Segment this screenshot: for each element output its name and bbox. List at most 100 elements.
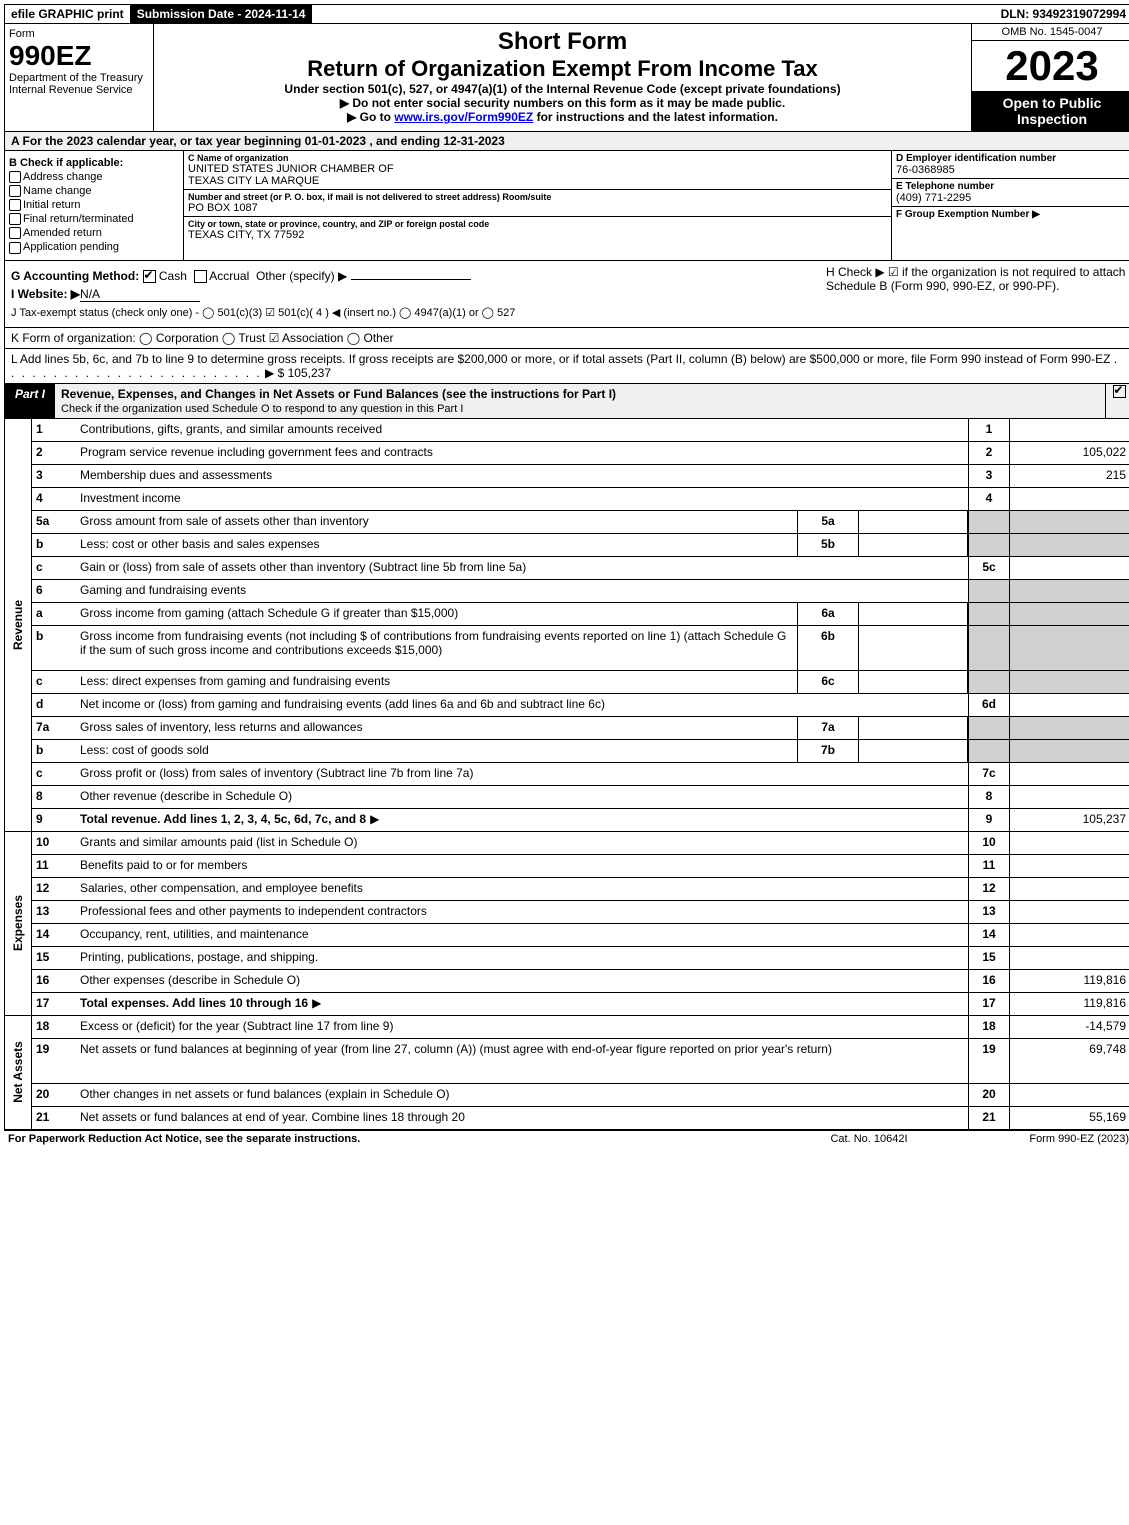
line-description: Excess or (deficit) for the year (Subtra… <box>76 1016 968 1038</box>
line-description: Net assets or fund balances at beginning… <box>76 1039 968 1083</box>
chk-cash[interactable] <box>143 270 156 283</box>
line-d: dNet income or (loss) from gaming and fu… <box>32 693 1129 716</box>
right-value <box>1009 511 1129 533</box>
line-6: 6Gaming and fundraising events <box>32 579 1129 602</box>
line-8: 8Other revenue (describe in Schedule O)8 <box>32 785 1129 808</box>
chk-final-return[interactable]: Final return/terminated <box>9 213 179 225</box>
right-value: 105,022 <box>1009 442 1129 464</box>
right-value <box>1009 419 1129 441</box>
subline-label: 5a <box>797 511 859 533</box>
chk-initial-return[interactable]: Initial return <box>9 199 179 211</box>
subline-label: 7a <box>797 717 859 739</box>
line-number: 1 <box>32 419 76 441</box>
expenses-lines: 10Grants and similar amounts paid (list … <box>32 832 1129 1015</box>
ghi-left: G Accounting Method: Cash Accrual Other … <box>11 265 820 323</box>
line-description: Gross income from gaming (attach Schedul… <box>76 603 797 625</box>
subline-label: 7b <box>797 740 859 762</box>
line-10: 10Grants and similar amounts paid (list … <box>32 832 1129 854</box>
col-d-e-f: D Employer identification number 76-0368… <box>892 151 1129 260</box>
subline-label: 5b <box>797 534 859 556</box>
right-num: 13 <box>968 901 1009 923</box>
subline-label: 6b <box>797 626 859 670</box>
tax-year: 2023 <box>972 41 1129 91</box>
subline-value <box>859 626 968 670</box>
line-2: 2Program service revenue including gover… <box>32 441 1129 464</box>
line-number: b <box>32 626 76 670</box>
note-link: ▶ Go to www.irs.gov/Form990EZ for instru… <box>158 110 967 124</box>
right-value: 119,816 <box>1009 970 1129 992</box>
dln: DLN: 93492319072994 <box>995 5 1129 23</box>
subline-value <box>859 671 968 693</box>
i-website: I Website: ▶N/A <box>11 287 820 302</box>
city-label: City or town, state or province, country… <box>188 219 887 229</box>
line-number: c <box>32 763 76 785</box>
line-21: 21Net assets or fund balances at end of … <box>32 1106 1129 1129</box>
chk-application-pending[interactable]: Application pending <box>9 241 179 253</box>
netassets-table: Net Assets 18Excess or (deficit) for the… <box>4 1016 1129 1130</box>
line-number: b <box>32 740 76 762</box>
checkbox-icon <box>9 185 21 197</box>
d-ein: 76-0368985 <box>896 164 1128 176</box>
checkbox-icon <box>9 213 21 225</box>
b-title: B Check if applicable: <box>9 157 179 169</box>
line-number: 11 <box>32 855 76 877</box>
org-name-1: UNITED STATES JUNIOR CHAMBER OF <box>188 163 887 175</box>
right-value <box>1009 626 1129 670</box>
line-1: 1Contributions, gifts, grants, and simil… <box>32 419 1129 441</box>
line-number: c <box>32 671 76 693</box>
line-13: 13Professional fees and other payments t… <box>32 900 1129 923</box>
h-check: H Check ▶ ☑ if the organization is not r… <box>820 265 1126 323</box>
subline-value <box>859 740 968 762</box>
efile-print[interactable]: efile GRAPHIC print <box>5 5 131 23</box>
subline-label: 6c <box>797 671 859 693</box>
right-num: 16 <box>968 970 1009 992</box>
checkmark-icon <box>1113 385 1126 398</box>
right-num <box>968 603 1009 625</box>
note-ssn: ▶ Do not enter social security numbers o… <box>158 96 967 110</box>
line-number: a <box>32 603 76 625</box>
right-num: 4 <box>968 488 1009 510</box>
line-number: 3 <box>32 465 76 487</box>
revenue-table: Revenue 1Contributions, gifts, grants, a… <box>4 419 1129 832</box>
j-tax-exempt: J Tax-exempt status (check only one) - ◯… <box>11 306 820 319</box>
part1-checkbox[interactable] <box>1105 384 1129 418</box>
chk-address-change[interactable]: Address change <box>9 171 179 183</box>
section-g-h-i-j: G Accounting Method: Cash Accrual Other … <box>4 261 1129 328</box>
form-header: Form 990EZ Department of the Treasury In… <box>4 24 1129 132</box>
chk-name-change[interactable]: Name change <box>9 185 179 197</box>
right-num <box>968 511 1009 533</box>
right-num: 18 <box>968 1016 1009 1038</box>
e-label: E Telephone number <box>896 181 1128 192</box>
checkbox-icon <box>9 227 21 239</box>
line-number: 7a <box>32 717 76 739</box>
right-value <box>1009 717 1129 739</box>
right-num: 17 <box>968 993 1009 1015</box>
d-ein-block: D Employer identification number 76-0368… <box>892 151 1129 179</box>
line-number: 2 <box>32 442 76 464</box>
line-b: bGross income from fundraising events (n… <box>32 625 1129 670</box>
line-description: Total revenue. Add lines 1, 2, 3, 4, 5c,… <box>76 809 968 831</box>
goto-pre: ▶ Go to <box>347 110 394 124</box>
page-footer: For Paperwork Reduction Act Notice, see … <box>4 1130 1129 1147</box>
line-number: 16 <box>32 970 76 992</box>
line-17: 17Total expenses. Add lines 10 through 1… <box>32 992 1129 1015</box>
footer-form: Form 990-EZ (2023) <box>969 1133 1129 1145</box>
line-20: 20Other changes in net assets or fund ba… <box>32 1083 1129 1106</box>
right-value: 215 <box>1009 465 1129 487</box>
right-value <box>1009 786 1129 808</box>
right-num: 15 <box>968 947 1009 969</box>
other-specify-field[interactable] <box>351 279 471 280</box>
line-number: 12 <box>32 878 76 900</box>
chk-accrual[interactable] <box>194 270 207 283</box>
line-description: Gaming and fundraising events <box>76 580 968 602</box>
line-description: Gross income from fundraising events (no… <box>76 626 797 670</box>
irs-link[interactable]: www.irs.gov/Form990EZ <box>394 110 533 124</box>
org-name-2: TEXAS CITY LA MARQUE <box>188 175 887 187</box>
goto-post: for instructions and the latest informat… <box>533 110 778 124</box>
chk-amended-return[interactable]: Amended return <box>9 227 179 239</box>
f-label: F Group Exemption Number ▶ <box>896 209 1128 220</box>
line-number: 21 <box>32 1107 76 1129</box>
right-value <box>1009 878 1129 900</box>
right-value <box>1009 557 1129 579</box>
right-num: 14 <box>968 924 1009 946</box>
